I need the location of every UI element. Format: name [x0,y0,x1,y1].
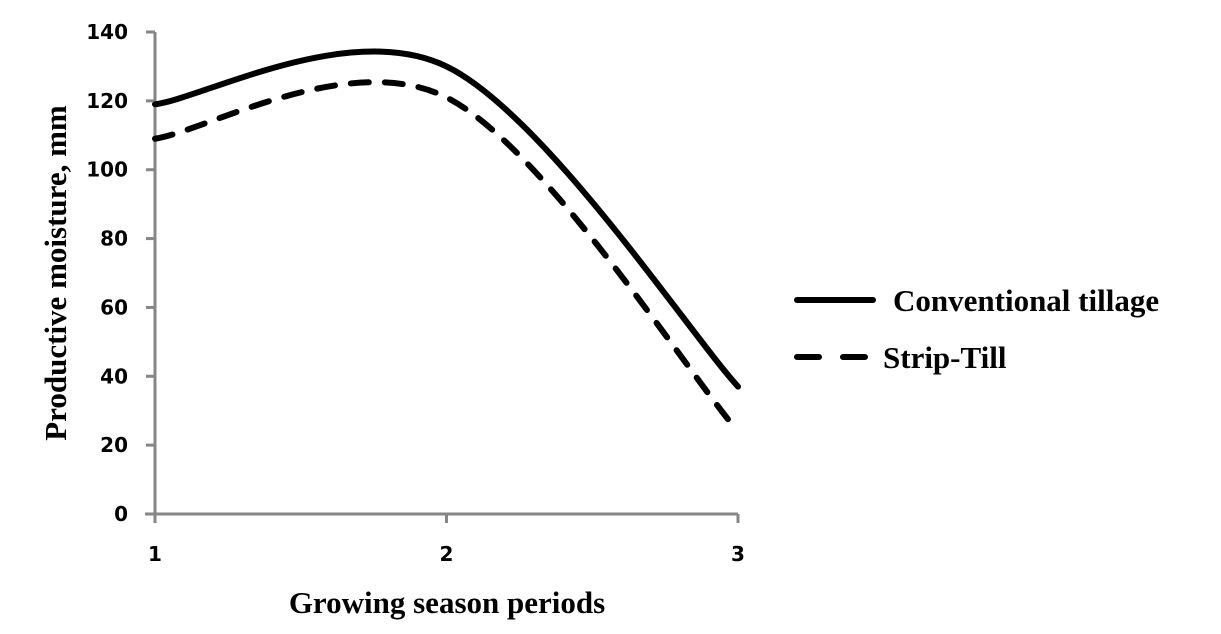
legend: Conventional tillage Strip-Till [794,283,1159,375]
x-tick-label: 3 [731,542,745,566]
y-tick-label: 20 [100,433,128,457]
legend-label: Strip-Till [883,340,1007,375]
legend-label: Conventional tillage [893,283,1159,318]
y-tick-label: 100 [86,158,128,182]
series-line-strip-till [152,79,741,435]
x-tick-label: 2 [440,542,454,566]
series-line-conventional-tillage [152,48,741,390]
y-tick-label: 60 [100,295,128,319]
y-tick-label: 120 [86,89,128,113]
series-group [152,48,741,435]
x-tick-label: 1 [148,542,162,566]
y-tick-label: 140 [86,20,128,44]
y-axis-ticks: 0 20 40 60 80 100 120 140 [86,20,155,526]
x-axis-ticks: 1 2 3 [148,514,745,566]
y-tick-label: 80 [100,227,128,251]
y-axis-title: Productive moisture, mm [38,105,73,441]
y-tick-label: 0 [114,502,128,526]
y-tick-label: 40 [100,364,128,388]
x-axis-title: Growing season periods [289,585,605,620]
